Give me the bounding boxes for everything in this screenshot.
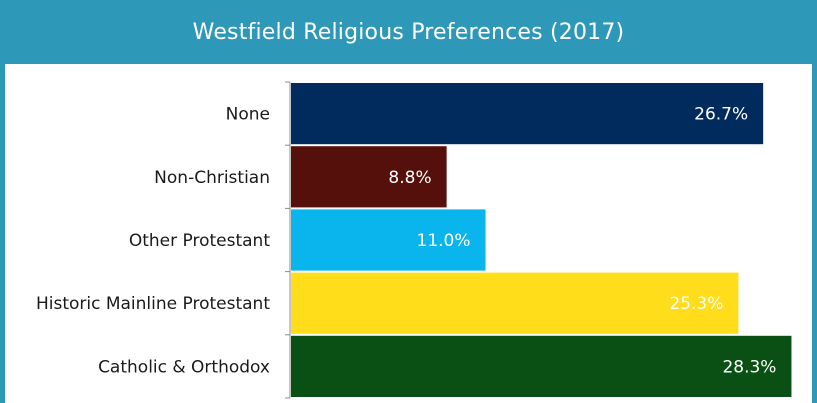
right-border xyxy=(812,64,817,403)
category-label-none: None xyxy=(226,105,270,125)
category-label-non-christian: Non-Christian xyxy=(154,168,270,188)
category-label-other-protestant: Other Protestant xyxy=(129,231,270,251)
data-label-non-christian: 8.8% xyxy=(388,168,431,188)
bars-group: 26.7% 8.8% 11.0% 25.3% 28.3% xyxy=(291,83,792,397)
chart-title: Westfield Religious Preferences (2017) xyxy=(192,19,625,45)
category-axis xyxy=(285,81,291,399)
title-bar: Westfield Religious Preferences (2017) xyxy=(0,0,817,64)
bar-catholic-and-orthodox xyxy=(291,335,792,397)
category-label-historic-mainline-protestant: Historic Mainline Protestant xyxy=(36,294,270,314)
data-label-historic-mainline-protestant: 25.3% xyxy=(669,294,723,314)
bar-other-protestant xyxy=(291,209,486,271)
category-label-catholic-and-orthodox: Catholic & Orthodox xyxy=(98,357,270,377)
bar-non-christian xyxy=(291,146,447,208)
category-labels: None Non-Christian Other Protestant Histori… xyxy=(36,105,270,378)
data-label-other-protestant: 11.0% xyxy=(417,231,471,251)
left-border xyxy=(0,64,5,403)
bar-historic-mainline-protestant xyxy=(291,272,739,334)
data-label-catholic-and-orthodox: 28.3% xyxy=(722,357,776,377)
data-label-none: 26.7% xyxy=(694,105,748,125)
bar-none xyxy=(291,83,764,145)
